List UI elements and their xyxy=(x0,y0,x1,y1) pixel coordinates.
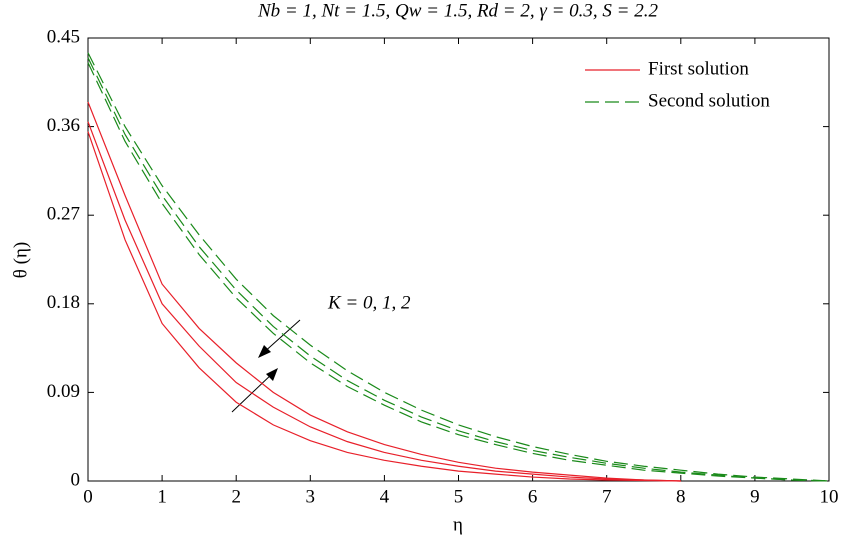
series-line xyxy=(87,131,681,482)
arrowhead xyxy=(258,345,271,358)
legend-label: Second solution xyxy=(648,90,770,111)
y-tick-label: 0.09 xyxy=(47,381,80,402)
y-tick-label: 0.27 xyxy=(47,204,80,225)
x-tick-label: 2 xyxy=(231,486,241,507)
arrow xyxy=(231,371,275,413)
x-tick-label: 5 xyxy=(454,486,464,507)
arrowhead xyxy=(266,368,278,381)
series-line xyxy=(87,52,830,482)
series-line xyxy=(87,121,681,482)
x-tick-label: 1 xyxy=(157,486,167,507)
y-axis-label: θ (η) xyxy=(10,242,31,278)
y-tick-label: 0.45 xyxy=(47,26,80,47)
series-line xyxy=(87,62,830,482)
series-line xyxy=(87,57,830,482)
x-tick-label: 4 xyxy=(380,486,390,507)
annotation: K = 0, 1, 2 xyxy=(327,292,411,313)
y-tick-label: 0.36 xyxy=(47,115,80,136)
x-tick-label: 6 xyxy=(528,486,538,507)
y-tick-label: 0.18 xyxy=(47,292,80,313)
arrow xyxy=(261,319,301,355)
x-tick-label: 10 xyxy=(820,486,839,507)
legend-label: First solution xyxy=(648,58,749,79)
y-tick-label: 0 xyxy=(71,469,81,490)
x-tick-label: 0 xyxy=(83,486,93,507)
x-tick-label: 7 xyxy=(602,486,612,507)
x-tick-label: 9 xyxy=(750,486,760,507)
x-axis-label: η xyxy=(453,514,463,535)
x-tick-label: 3 xyxy=(306,486,316,507)
chart-title: Nb = 1, Nt = 1.5, Qw = 1.5, Rd = 2, γ = … xyxy=(257,0,659,21)
series-line xyxy=(87,101,681,482)
x-tick-label: 8 xyxy=(676,486,686,507)
